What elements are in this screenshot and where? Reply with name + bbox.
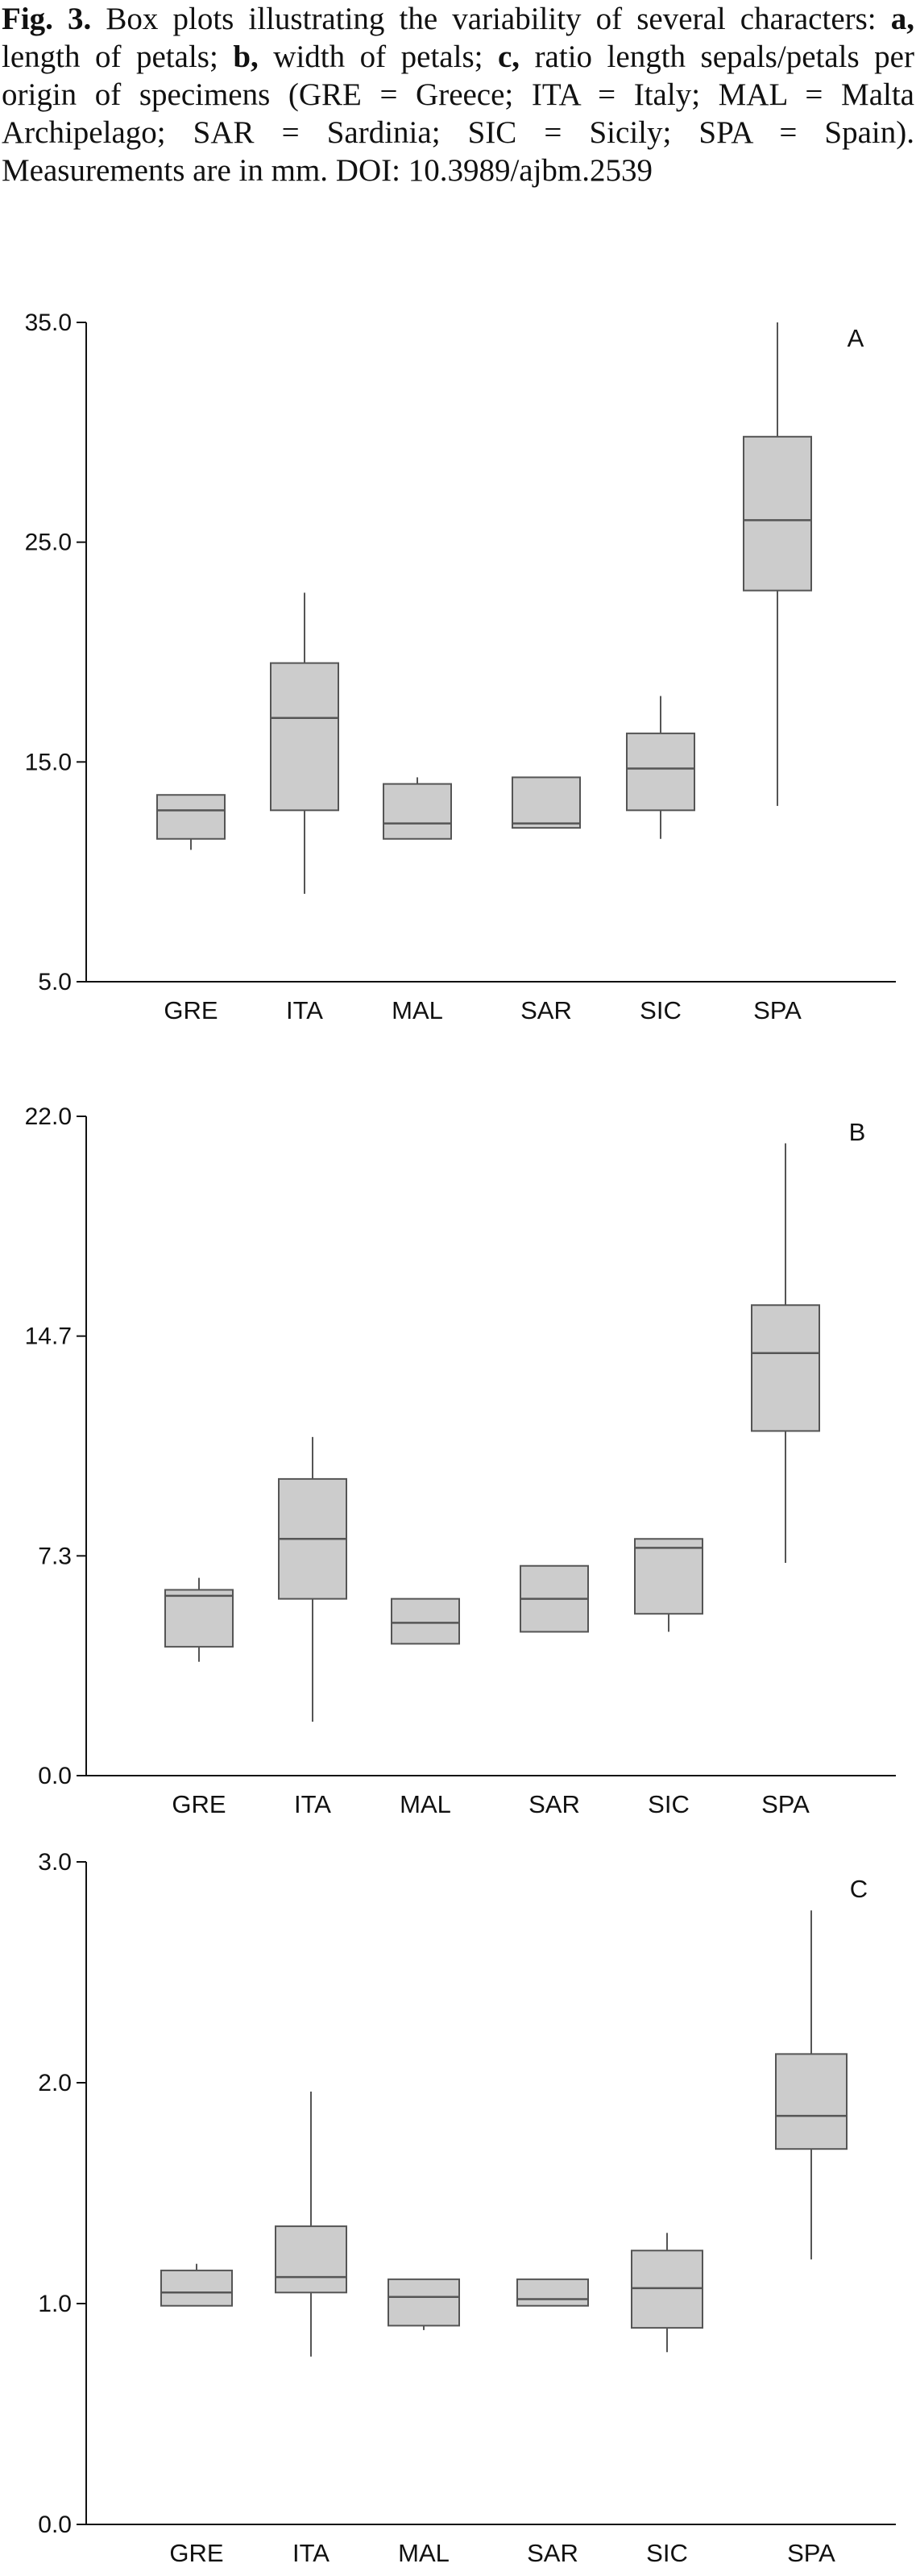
box-mal [388, 2278, 460, 2327]
category-label-mal: MAL [400, 1790, 451, 1818]
caption-text-4: ratio length sepals/petals per origin of… [2, 39, 914, 188]
category-label-ita: ITA [294, 1790, 331, 1818]
y-tick-label: 25.0 [25, 530, 72, 556]
figure-label: Fig. 3. [2, 2, 92, 36]
box-plot-a: 5.0 15.0 25.0 35.0 A GRE ITA MAL SAR SIC SPA [25, 310, 896, 1024]
box-spa [775, 2053, 848, 2150]
box-ita [270, 662, 339, 812]
category-label-mal: MAL [392, 996, 443, 1024]
y-tick-label: 2.0 [38, 2070, 72, 2096]
box-gre [160, 2269, 233, 2307]
category-label-gre: GRE [172, 1790, 226, 1818]
category-label-sic: SIC [648, 1790, 690, 1818]
category-label-sar: SAR [527, 2539, 578, 2567]
box-spa [751, 1304, 820, 1432]
caption-text-2: length of petals; [2, 39, 234, 74]
y-tick-label: 1.0 [38, 2291, 72, 2317]
box-mal [391, 1598, 460, 1645]
box-sic [634, 1538, 703, 1615]
caption-panel-b-label: b, [233, 39, 259, 74]
y-tick-label: 15.0 [25, 749, 72, 775]
box-gre [164, 1589, 234, 1648]
figure-caption: Fig. 3. Box plots illustrating the varia… [0, 0, 916, 189]
box-plot-c: 0.0 1.0 2.0 3.0 C GRE ITA MAL SAR SIC SPA [38, 1849, 896, 2567]
category-label-sar: SAR [528, 1790, 580, 1818]
box-sar [512, 776, 581, 829]
category-label-ita: ITA [292, 2539, 330, 2567]
caption-text-3: width of petals; [258, 39, 498, 74]
box-sic [631, 2250, 703, 2329]
box-spa [743, 435, 812, 592]
y-tick-label: 5.0 [38, 969, 72, 995]
y-tick-label: 3.0 [38, 1849, 72, 1876]
caption-panel-a-label: a, [890, 2, 914, 36]
category-label-gre: GRE [169, 2539, 223, 2567]
category-label-mal: MAL [398, 2539, 450, 2567]
category-label-spa: SPA [761, 1790, 810, 1818]
panel-letter: C [850, 1875, 868, 1903]
box-plot-b: 0.0 7.3 14.7 22.0 B GRE ITA MAL SAR SIC SPA [25, 1103, 896, 1818]
y-tick-label: 7.3 [38, 1543, 72, 1569]
y-tick-label: 35.0 [25, 310, 72, 336]
category-label-sic: SIC [640, 996, 682, 1024]
category-label-sar: SAR [520, 996, 572, 1024]
panel-letter: A [848, 324, 864, 352]
box-ita [275, 2225, 347, 2294]
y-tick-label: 14.7 [25, 1323, 72, 1350]
caption-panel-c-label: c, [497, 39, 520, 74]
panel-letter: B [849, 1118, 866, 1146]
box-sar [516, 2278, 589, 2307]
caption-text-1: Box plots illustrating the variability o… [91, 2, 891, 36]
category-label-spa: SPA [787, 2539, 835, 2567]
y-tick-label: 0.0 [38, 2512, 72, 2538]
box-gre [156, 794, 226, 840]
box-sic [626, 732, 695, 812]
box-mal [383, 783, 452, 840]
category-label-ita: ITA [286, 996, 323, 1024]
category-label-sic: SIC [646, 2539, 688, 2567]
category-label-gre: GRE [164, 996, 218, 1024]
category-label-spa: SPA [753, 996, 802, 1024]
y-tick-label: 0.0 [38, 1763, 72, 1789]
y-tick-label: 22.0 [25, 1103, 72, 1130]
